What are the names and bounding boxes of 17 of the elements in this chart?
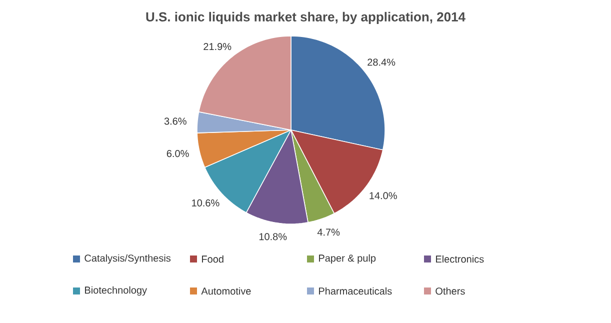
legend-label: Others (436, 287, 465, 295)
data-label: 10.6% (192, 199, 220, 206)
legend-label: Paper & pulp (319, 254, 376, 264)
legend-label: Catalysis/Synthesis (84, 254, 171, 264)
data-label: 4.7% (317, 228, 340, 236)
data-label: 28.4% (368, 58, 396, 66)
legend-label: Automotive (201, 287, 251, 295)
legend-label: Electronics (436, 255, 484, 263)
data-label: 21.9% (204, 43, 232, 50)
legend-label: Food (202, 255, 224, 263)
data-label: 3.6% (164, 118, 186, 125)
data-label: 6.0% (166, 150, 189, 158)
legend-label: Pharmaceuticals (319, 287, 392, 295)
chart-title: U.S. ionic liquids market share, by application, 2014 (146, 12, 466, 24)
data-label: 10.8% (259, 233, 287, 240)
data-label: 14.0% (370, 192, 397, 200)
legend-label: Biotechnology (85, 286, 148, 296)
